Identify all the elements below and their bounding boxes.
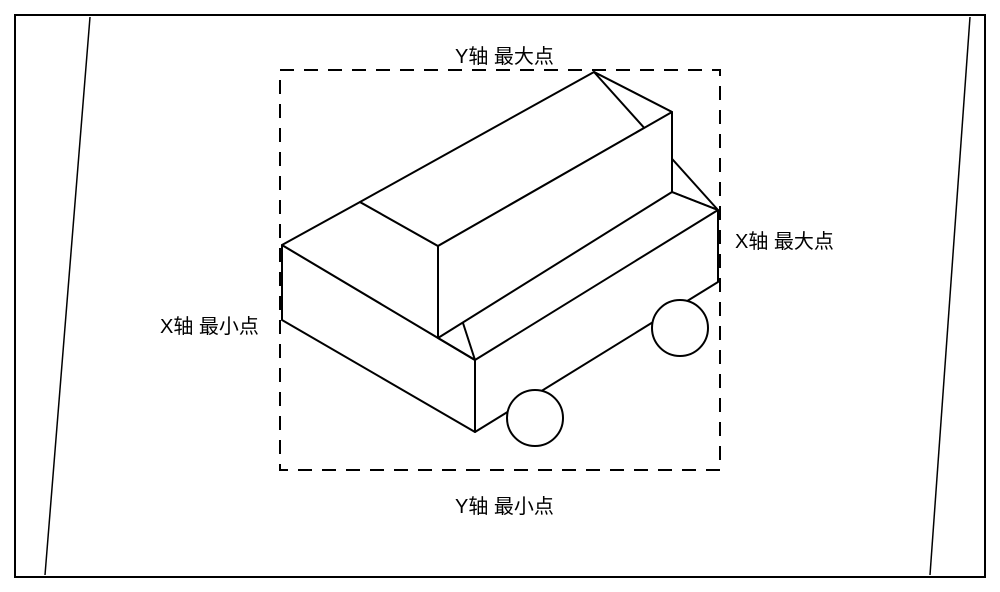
wheel-rear-icon xyxy=(652,300,708,356)
vehicle xyxy=(282,72,718,446)
label-y-max: Y轴 最大点 xyxy=(455,40,554,69)
label-x-max: X轴 最大点 xyxy=(735,225,834,254)
road-line-left xyxy=(45,17,90,575)
wheel-front-icon xyxy=(507,390,563,446)
road-line-right xyxy=(930,17,970,575)
label-x-min: X轴 最小点 xyxy=(160,310,259,339)
label-y-min: Y轴 最小点 xyxy=(455,490,554,519)
diagram-stage: Y轴 最大点 Y轴 最小点 X轴 最小点 X轴 最大点 xyxy=(0,0,1000,592)
